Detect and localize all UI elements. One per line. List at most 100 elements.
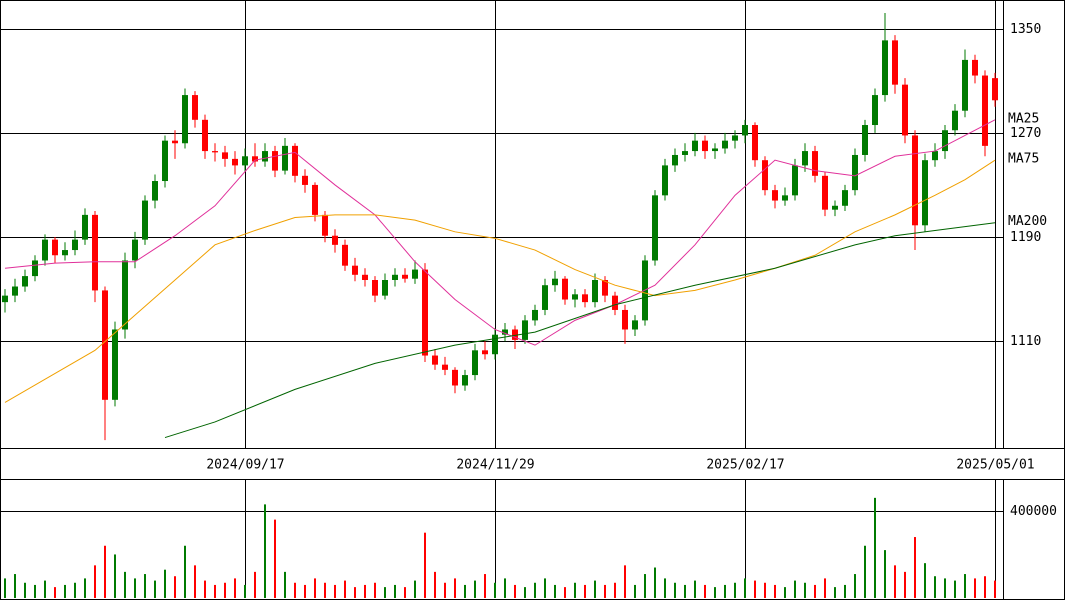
moving-average-line <box>4 119 996 346</box>
volume-bar <box>644 574 646 598</box>
volume-bar <box>724 584 726 598</box>
candle-body <box>132 239 138 261</box>
volume-bar <box>74 582 76 598</box>
candle-body <box>552 278 558 286</box>
candle-body <box>972 59 978 76</box>
candle-body <box>902 84 908 136</box>
volume-bar <box>944 578 946 598</box>
volume-bar <box>714 587 716 598</box>
candle-body <box>852 154 858 191</box>
volume-bar <box>34 584 36 598</box>
volume-bar <box>874 497 876 598</box>
candle-body <box>112 329 118 400</box>
candle-body <box>522 320 528 340</box>
candle-body <box>232 158 238 166</box>
candle-body <box>212 151 218 153</box>
volume-bar <box>704 584 706 598</box>
volume-bar <box>514 584 516 598</box>
volume-bar <box>364 584 366 598</box>
candle-body <box>792 165 798 196</box>
x-tick-label: 2024/09/17 <box>206 458 284 473</box>
candle-body <box>352 265 358 275</box>
candle-body <box>612 295 618 310</box>
volume-bar <box>294 582 296 598</box>
candle-body <box>252 156 258 162</box>
volume-bar <box>44 580 46 598</box>
x-tick-label: 2025/02/17 <box>706 458 784 473</box>
volume-bar <box>804 582 806 598</box>
candle-body <box>752 125 758 161</box>
candle-body <box>52 239 58 256</box>
candle-body <box>622 309 628 330</box>
x-tick-label: 2025/05/01 <box>956 458 1034 473</box>
candle-body <box>542 285 548 310</box>
candle-body <box>182 95 188 144</box>
candle-body <box>172 140 178 144</box>
candle-body <box>222 152 228 159</box>
volume-bar <box>464 584 466 598</box>
volume-bar <box>404 587 406 598</box>
volume-bar <box>484 574 486 598</box>
volume-bar <box>394 584 396 598</box>
volume-bar <box>214 584 216 598</box>
candle-body <box>712 148 718 152</box>
candle-body <box>782 195 788 201</box>
candle-body <box>412 269 418 279</box>
volume-bar <box>334 584 336 598</box>
volume-bar <box>884 550 886 598</box>
volume-bar <box>264 504 266 598</box>
candle-body <box>812 151 818 176</box>
volume-bar <box>814 584 816 598</box>
candle-body <box>332 235 338 245</box>
volume-bar <box>654 567 656 598</box>
volume-bar <box>924 563 926 598</box>
volume-bar <box>64 584 66 598</box>
volume-bar <box>14 574 16 598</box>
volume-bar <box>104 545 106 598</box>
volume-bar <box>324 582 326 598</box>
volume-bar <box>314 578 316 598</box>
volume-bar <box>834 587 836 598</box>
volume-bar <box>424 532 426 598</box>
volume-bar <box>4 578 6 598</box>
volume-bar <box>384 587 386 598</box>
candle-body <box>842 190 848 206</box>
legend-label: MA25 <box>1008 111 1039 126</box>
candle-body <box>942 130 948 152</box>
candle-body <box>32 260 38 277</box>
candle-body <box>42 239 48 261</box>
candle-body <box>272 151 278 171</box>
candle-body <box>492 334 498 355</box>
candle-body <box>702 140 708 152</box>
volume-bar <box>984 576 986 598</box>
candle-body <box>72 239 78 251</box>
volume-bar <box>174 576 176 598</box>
volume-bar <box>534 582 536 598</box>
y-tick-label: 1270 <box>1010 126 1041 141</box>
y-tick-label: 1350 <box>1010 22 1041 37</box>
volume-bar <box>624 565 626 598</box>
candle-body <box>882 40 888 96</box>
x-tick-label: 2024/11/29 <box>456 458 534 473</box>
candle-body <box>932 151 938 161</box>
volume-bar <box>554 584 556 598</box>
candle-body <box>502 329 508 335</box>
volume-bar <box>194 565 196 598</box>
volume-bar <box>234 578 236 598</box>
candle-body <box>262 151 268 162</box>
candle-body <box>192 95 198 120</box>
candle-body <box>392 274 398 280</box>
volume-bar <box>734 582 736 598</box>
candle-body <box>202 119 208 152</box>
candle-body <box>912 135 918 226</box>
candle-body <box>672 154 678 166</box>
moving-average-line <box>164 222 996 439</box>
volume-bar <box>974 578 976 598</box>
candle-body <box>422 269 428 356</box>
volume-bar <box>954 580 956 598</box>
candle-body <box>592 280 598 303</box>
candle-body <box>402 274 408 279</box>
volume-bar <box>694 580 696 598</box>
volume-bar <box>54 587 56 598</box>
